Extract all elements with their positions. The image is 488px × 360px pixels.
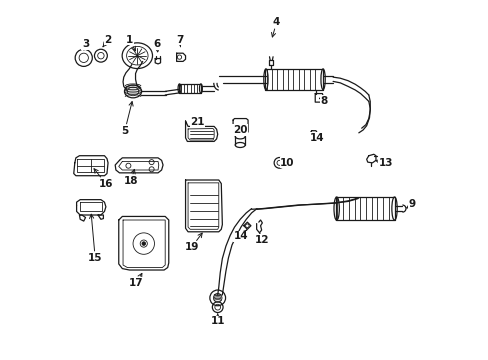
Text: 9: 9 (406, 199, 415, 209)
Text: 5: 5 (121, 102, 133, 136)
Text: 13: 13 (375, 158, 392, 168)
Text: 19: 19 (184, 233, 202, 252)
Text: 16: 16 (94, 169, 113, 189)
Text: 14: 14 (233, 230, 248, 242)
Text: 3: 3 (82, 39, 89, 50)
Circle shape (142, 242, 145, 246)
Text: 18: 18 (123, 170, 138, 186)
Text: 7: 7 (176, 35, 183, 47)
Text: 4: 4 (271, 17, 280, 37)
Text: 15: 15 (88, 214, 102, 263)
Text: 12: 12 (254, 233, 268, 245)
Text: 11: 11 (210, 314, 224, 326)
Text: 8: 8 (319, 96, 327, 106)
Text: 21: 21 (190, 117, 204, 127)
Text: 2: 2 (103, 35, 111, 47)
Text: 10: 10 (280, 158, 294, 168)
Text: 20: 20 (232, 125, 247, 135)
Text: 17: 17 (129, 273, 143, 288)
Text: 14: 14 (309, 133, 324, 143)
Text: 6: 6 (153, 39, 160, 52)
Text: 1: 1 (125, 35, 135, 51)
